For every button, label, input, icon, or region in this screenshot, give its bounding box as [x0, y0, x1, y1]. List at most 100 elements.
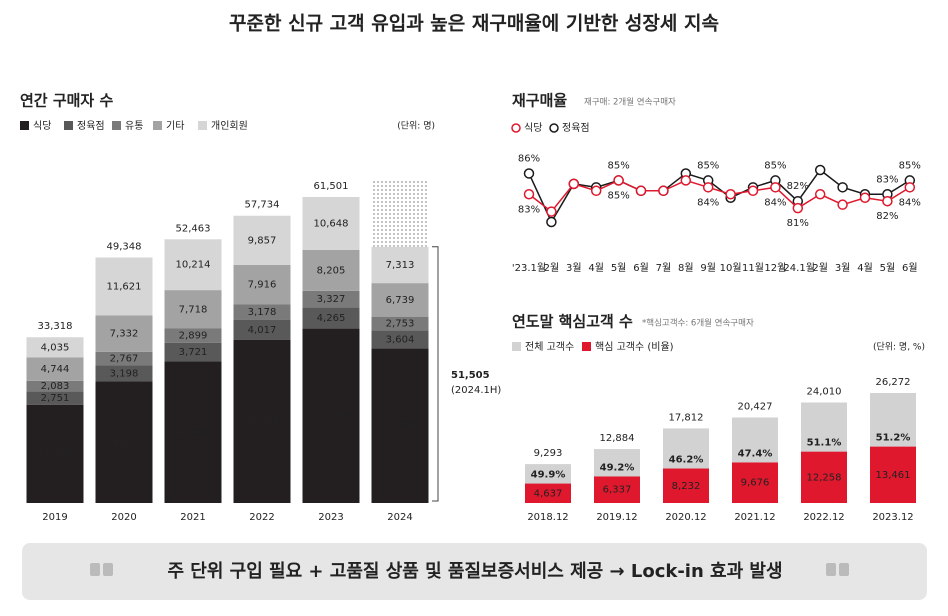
ratio-label: 47.4%	[738, 448, 773, 459]
value-label: 10,648	[314, 218, 349, 229]
legend-label: 핵심 고객수 (비율)	[595, 341, 674, 353]
x-tick-label: 9월	[700, 262, 716, 274]
value-label: 17,812	[669, 412, 704, 423]
bar-segment	[371, 348, 429, 503]
point	[523, 189, 535, 200]
value-label: 12,258	[807, 472, 842, 483]
point	[658, 185, 669, 197]
value-label: 19,705	[38, 449, 73, 460]
total-label: 33,318	[38, 321, 73, 332]
x-tick-label: 2024	[387, 512, 412, 523]
legend-swatch	[512, 342, 521, 351]
legend-swatch	[153, 121, 162, 130]
total-label: 52,463	[176, 223, 211, 234]
legend-label: 정육점	[562, 122, 590, 134]
bar-segment	[26, 337, 84, 358]
icon	[90, 563, 849, 576]
bar-segment	[164, 290, 222, 329]
bar	[594, 476, 640, 503]
legend-marker	[511, 123, 521, 133]
value-label: 84%	[764, 197, 786, 208]
page-title: 꾸준한 신규 고객 유입과 높은 재구매율에 기반한 성장세 지속	[229, 13, 719, 35]
point	[837, 199, 848, 210]
legend-label: 전체 고객수	[525, 341, 574, 353]
ratio-label: 49.2%	[600, 462, 635, 473]
legend-label: 식당	[524, 122, 542, 134]
value-label: 82%	[787, 181, 809, 192]
point	[859, 192, 871, 203]
value-label: 24,430	[107, 437, 142, 448]
value-label: 85%	[607, 160, 629, 171]
bar-segment	[302, 307, 360, 329]
point	[568, 178, 580, 190]
legend-label: 식당	[33, 120, 51, 132]
value-label: 3,604	[386, 334, 415, 345]
legend-label: 기타	[166, 120, 184, 132]
value-label: 2,753	[386, 319, 415, 330]
bar-segment	[233, 215, 291, 265]
footer-text: 주 단위 구입 필요 + 고품질 상품 및 품질보증서비스 제공 → Lock-…	[167, 560, 782, 582]
x-tick-label: '24.1월	[781, 262, 815, 274]
x-tick-label: 2021	[180, 512, 205, 523]
bar-segment	[95, 315, 153, 352]
ratio-label: 51.2%	[876, 433, 911, 444]
point	[814, 189, 826, 200]
x-tick-label: 6월	[902, 262, 918, 274]
value-label: 35,056	[314, 411, 349, 422]
point	[680, 175, 692, 186]
x-tick-label: 2021.12	[734, 512, 775, 523]
value-label: 84%	[899, 197, 921, 208]
value-label: 2,899	[179, 331, 208, 342]
value-label: 9,857	[248, 235, 277, 246]
bar-segment	[164, 342, 222, 362]
bar-segment	[371, 330, 429, 349]
point	[725, 189, 736, 200]
value-label: 26,272	[876, 377, 911, 388]
legend-swatch	[198, 121, 207, 130]
point	[904, 182, 916, 193]
bar	[663, 468, 709, 503]
x-tick-label: 5월	[880, 262, 896, 274]
value-label: 9,676	[741, 478, 770, 489]
x-tick-label: 2022.12	[803, 512, 844, 523]
annotation: (2024.1H)	[451, 385, 501, 396]
unit: (단위: 명)	[397, 121, 435, 132]
bar-segment	[95, 381, 153, 503]
value-label: 10,214	[176, 260, 211, 271]
x-tick-label: 12월	[764, 262, 786, 274]
value-label: 9,293	[534, 448, 563, 459]
legend-label: 개인회원	[211, 120, 248, 132]
value-label: 2,767	[110, 354, 139, 365]
x-tick-label: 5월	[611, 262, 627, 274]
point	[590, 185, 602, 197]
value-label: 7,332	[110, 329, 139, 340]
value-label: 4,744	[41, 364, 70, 375]
legend-swatch	[582, 342, 591, 351]
chart-title: 연간 구매자 수	[20, 92, 113, 110]
value-label: 81%	[787, 218, 809, 229]
value-label: 6,739	[386, 295, 415, 306]
value-label: 83%	[518, 204, 540, 215]
legend-swatch	[112, 121, 121, 130]
bar-segment	[233, 319, 291, 340]
x-tick-label: 2020.12	[665, 512, 706, 523]
value-label: 2,751	[41, 393, 70, 404]
x-tick-label: 10월	[720, 262, 742, 274]
bar-segment	[371, 283, 429, 317]
value-label: 4,265	[317, 313, 346, 324]
subtitle: 재구매: 2개월 연속구매자	[584, 97, 676, 108]
bar-segment	[371, 246, 429, 284]
value-label: 7,313	[386, 260, 415, 271]
point	[546, 206, 557, 217]
bar-segment	[95, 365, 153, 382]
value-label: 32,766	[245, 416, 280, 427]
bar	[732, 462, 778, 503]
value-label: 28,451	[176, 427, 211, 438]
point	[837, 182, 848, 193]
bar-segment	[26, 380, 84, 392]
x-tick-label: 2023.12	[872, 512, 913, 523]
x-tick-label: 2018.12	[527, 512, 568, 523]
bar-segment	[371, 316, 429, 331]
chart-title: 재구매율	[512, 92, 567, 110]
